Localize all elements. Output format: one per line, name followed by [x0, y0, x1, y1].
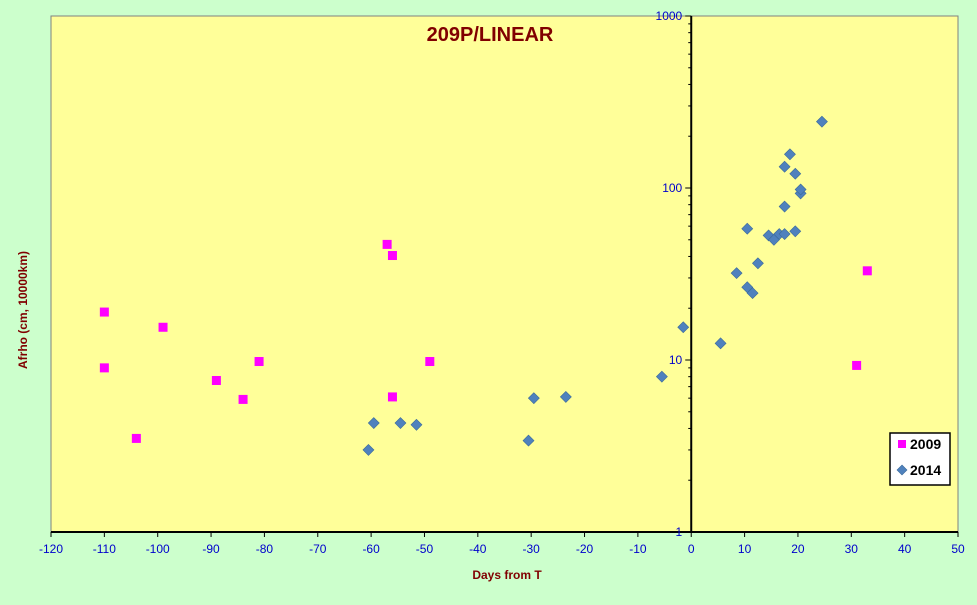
data-point-2009	[158, 322, 168, 332]
data-point-2009	[99, 363, 109, 373]
x-tick-label: -40	[469, 542, 487, 556]
data-point-2009	[99, 307, 109, 317]
data-point-2014	[522, 434, 535, 447]
data-point-2009	[131, 433, 141, 443]
data-point-2014	[778, 200, 791, 213]
legend: 2009 2014	[889, 432, 951, 486]
data-point-2014	[730, 267, 743, 280]
x-tick-label: 10	[738, 542, 752, 556]
data-point-2014	[778, 160, 791, 173]
data-point-2014	[367, 417, 380, 429]
data-point-2014	[559, 390, 572, 403]
data-point-2009	[862, 266, 872, 276]
x-tick-label: -80	[256, 542, 274, 556]
legend-2009-label: 2009	[910, 436, 941, 452]
legend-2014-label: 2014	[910, 462, 941, 478]
x-tick-label: -20	[576, 542, 594, 556]
y-tick-label: 10	[669, 353, 683, 367]
data-point-2009	[387, 392, 397, 402]
data-point-2014	[410, 418, 423, 431]
data-point-2014	[794, 183, 807, 196]
x-tick-label: -110	[93, 542, 116, 556]
data-point-2009	[852, 360, 862, 370]
data-point-2014	[752, 257, 764, 270]
data-point-2009	[254, 357, 264, 367]
y-tick-label: 1	[676, 525, 683, 539]
data-point-2014	[784, 148, 796, 161]
points-layer	[99, 115, 872, 456]
x-tick-label: -50	[416, 542, 434, 556]
axes-layer: -120 -110 -100 -90 -80 -70 -60 -50 -40 -30 -20 -10 0…	[39, 9, 965, 556]
y-tick-label: 100	[662, 181, 682, 195]
y-axis-label: Afrho (cm, 10000km)	[16, 251, 30, 369]
data-point-2014	[789, 167, 802, 180]
x-tick-label: -90	[202, 542, 220, 556]
x-axis-label: Days from T	[472, 568, 542, 582]
data-point-2014	[746, 287, 759, 299]
x-tick-label: -100	[146, 542, 170, 556]
data-point-2014	[394, 417, 407, 429]
legend-2009-marker	[898, 440, 906, 448]
data-point-2009	[425, 357, 435, 367]
x-tick-label: 50	[951, 542, 965, 556]
x-tick-label: -70	[309, 542, 327, 556]
legend-2014-marker	[896, 464, 908, 476]
data-point-2014	[677, 321, 690, 334]
plot-area	[50, 15, 959, 533]
data-point-2009	[211, 376, 221, 386]
data-point-2014	[741, 222, 754, 235]
x-tick-label: -10	[629, 542, 647, 556]
data-point-2014	[527, 392, 540, 405]
chart-title: 209P/LINEAR	[427, 24, 554, 46]
data-point-2009	[382, 239, 392, 249]
data-point-2014	[778, 228, 791, 240]
data-point-2009	[238, 394, 248, 404]
data-point-2014	[362, 444, 375, 456]
x-tick-label: 0	[688, 542, 695, 556]
y-tick-label: 1000	[656, 9, 683, 23]
x-tick-label: 30	[845, 542, 859, 556]
x-tick-label: 40	[898, 542, 912, 556]
data-point-2009	[387, 251, 397, 261]
x-tick-label: -30	[523, 542, 541, 556]
x-tick-label: -60	[362, 542, 380, 556]
data-point-2014	[789, 225, 802, 238]
data-point-2014	[655, 370, 668, 383]
data-point-2014	[714, 337, 727, 350]
x-tick-label: -120	[39, 542, 63, 556]
x-tick-label: 20	[791, 542, 805, 556]
data-point-2014	[816, 115, 828, 128]
